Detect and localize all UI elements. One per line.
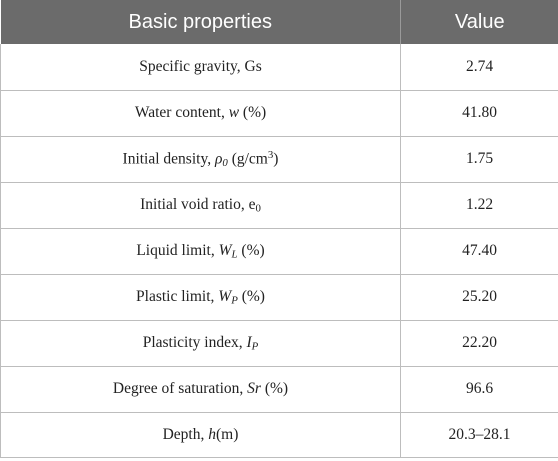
row-label: Plastic limit, WP (%) [0, 274, 401, 321]
row-value: 25.20 [400, 274, 558, 321]
row-value: 22.20 [400, 320, 558, 367]
row-value: 41.80 [400, 90, 558, 137]
table-row: Depth, h(m) 20.3–28.1 [0, 412, 558, 458]
table-row: Initial void ratio, e0 1.22 [0, 182, 558, 229]
table-row: Degree of saturation, Sr (%) 96.6 [0, 366, 558, 413]
row-label: Initial void ratio, e0 [0, 182, 401, 229]
table-row: Plasticity index, IP 22.20 [0, 320, 558, 367]
table-row: Initial density, ρ0 (g/cm3) 1.75 [0, 136, 558, 183]
row-label: Depth, h(m) [0, 412, 401, 458]
table-row: Water content, w (%) 41.80 [0, 90, 558, 137]
row-label: Plasticity index, IP [0, 320, 401, 367]
row-label: Degree of saturation, Sr (%) [0, 366, 401, 413]
row-label: Liquid limit, WL (%) [0, 228, 401, 275]
row-label: Initial density, ρ0 (g/cm3) [0, 136, 401, 183]
table-header-row: Basic properties Value [0, 0, 558, 44]
table-row: Specific gravity, Gs 2.74 [0, 44, 558, 91]
header-value: Value [454, 10, 505, 33]
header-basic-properties: Basic properties [0, 0, 401, 44]
row-value: 20.3–28.1 [400, 412, 558, 458]
row-label: Water content, w (%) [0, 90, 401, 137]
row-value: 1.22 [400, 182, 558, 229]
row-value: 1.75 [400, 136, 558, 183]
table-row: Plastic limit, WP (%) 25.20 [0, 274, 558, 321]
table-row: Liquid limit, WL (%) 47.40 [0, 228, 558, 275]
row-value: 2.74 [400, 44, 558, 91]
row-value: 96.6 [400, 366, 558, 413]
row-label: Specific gravity, Gs [0, 44, 401, 91]
row-value: 47.40 [400, 228, 558, 275]
